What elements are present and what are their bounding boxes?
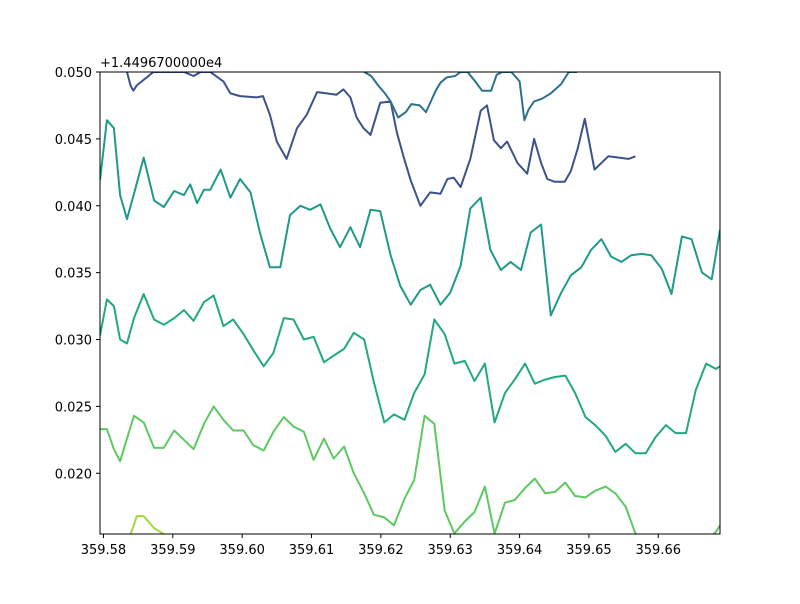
contour-line-2 <box>363 72 578 122</box>
x-axis: 359.58 359.59 359.60 359.61 359.62 359.63 359.… <box>81 534 681 558</box>
y-tick-label: 0.030 <box>55 334 92 349</box>
x-tick-label: 359.63 <box>427 543 473 558</box>
contour-line-5 <box>100 405 720 534</box>
contour-line-6 <box>129 515 165 534</box>
x-tick-label: 359.66 <box>636 543 682 558</box>
x-tick-label: 359.61 <box>289 543 335 558</box>
x-tick-label: 359.64 <box>497 543 543 558</box>
x-tick-label: 359.58 <box>81 543 127 558</box>
contour-line-1 <box>126 72 636 207</box>
x-tick-label: 359.62 <box>358 543 404 558</box>
contour-line-4 <box>100 293 720 455</box>
y-tick-label: 0.040 <box>55 200 92 215</box>
y-tick-label: 0.035 <box>55 267 92 282</box>
x-tick-label: 359.59 <box>150 543 196 558</box>
contour-line-3 <box>100 119 720 317</box>
y-tick-label: 0.050 <box>55 66 92 81</box>
y-axis: 0.020 0.025 0.030 0.035 0.040 0.045 0.050 <box>55 66 100 482</box>
y-tick-label: 0.045 <box>55 133 92 148</box>
x-tick-label: 359.60 <box>219 543 265 558</box>
plot-frame <box>99 71 721 535</box>
y-offset-label: +1.4496700000e4 <box>100 56 222 71</box>
y-tick-label: 0.020 <box>55 467 92 482</box>
series-layer <box>100 72 720 534</box>
x-tick-label: 359.65 <box>566 543 612 558</box>
y-tick-label: 0.025 <box>55 400 92 415</box>
